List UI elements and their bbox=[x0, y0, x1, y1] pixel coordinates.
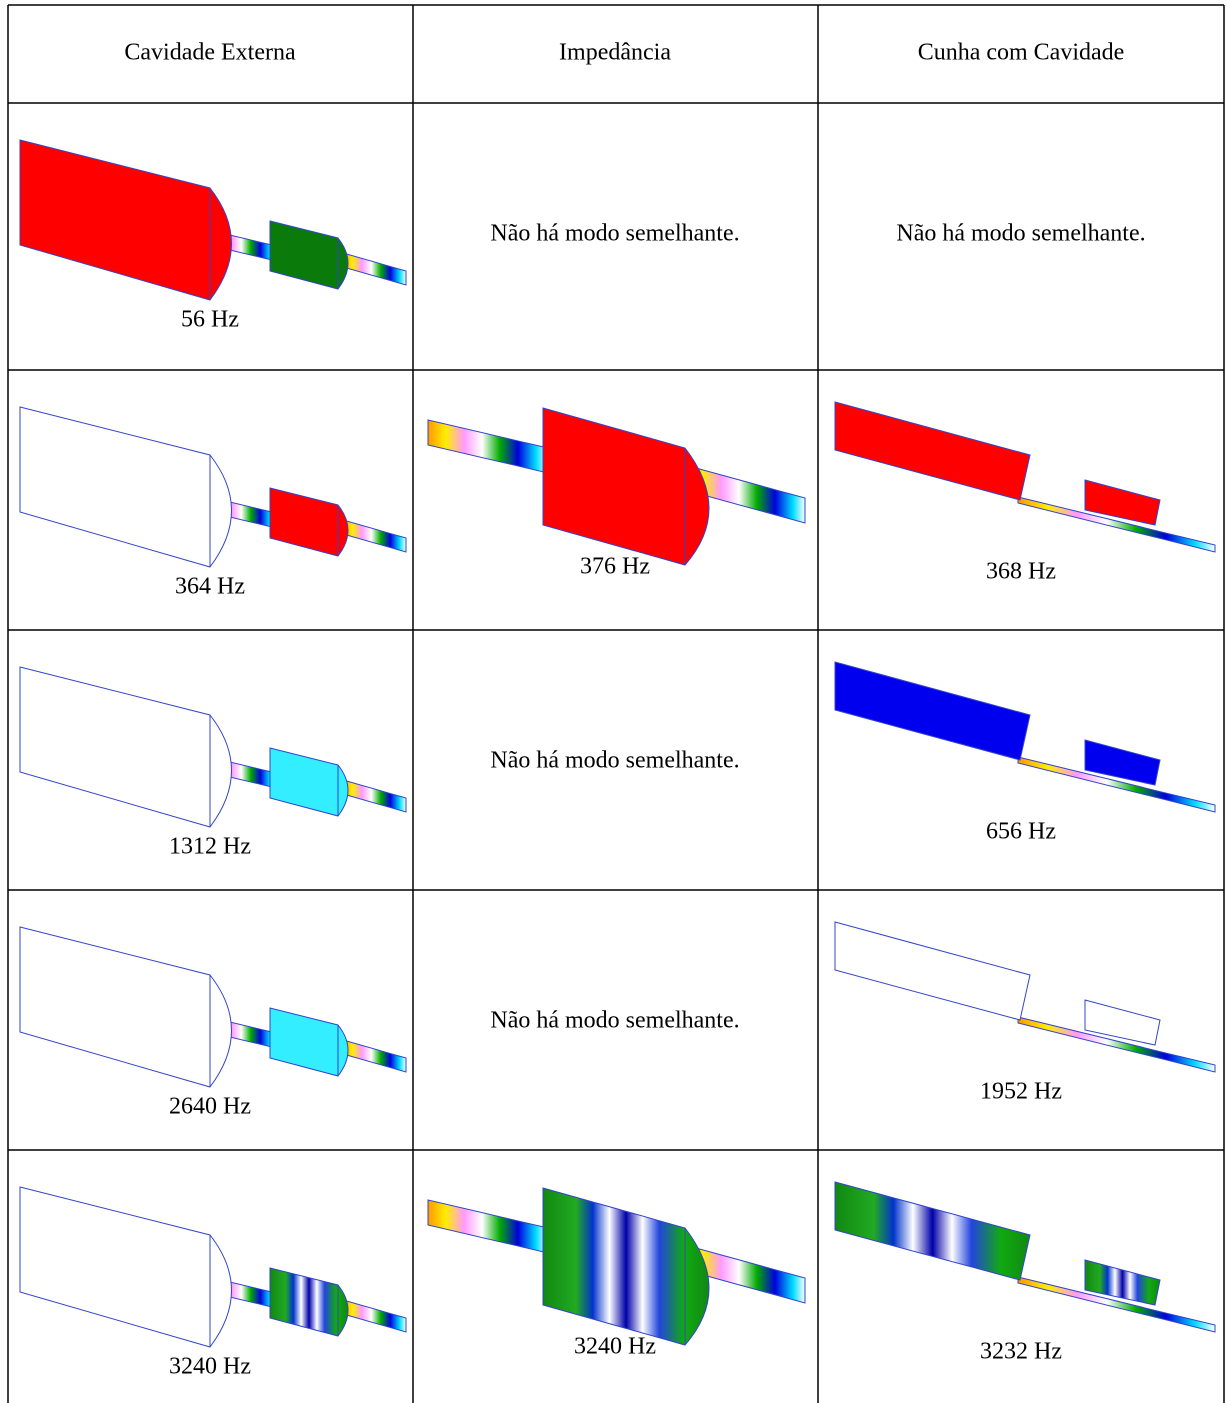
pipe bbox=[428, 420, 548, 473]
mode-shape bbox=[20, 927, 406, 1087]
mode-shape bbox=[835, 662, 1215, 812]
results-table: Cavidade Externa Impedância Cunha com Cavi… bbox=[0, 0, 1226, 1403]
pipe bbox=[343, 1040, 406, 1072]
chamber bbox=[270, 1268, 348, 1336]
chamber bbox=[270, 488, 348, 556]
frequency-label: 3240 Hz bbox=[574, 1334, 656, 1360]
frequency-label: 56 Hz bbox=[181, 307, 239, 333]
frequency-label: 368 Hz bbox=[986, 559, 1056, 585]
no-mode-note: Não há modo semelhante. bbox=[490, 221, 739, 247]
header-cell: Impedância bbox=[559, 40, 671, 66]
pipe bbox=[428, 1200, 548, 1253]
mode-shape bbox=[835, 1182, 1215, 1332]
pipe bbox=[343, 253, 406, 285]
no-mode-note: Não há modo semelhante. bbox=[896, 221, 1145, 247]
frequency-label: 1312 Hz bbox=[169, 834, 251, 860]
chamber bbox=[20, 667, 232, 827]
no-mode-note: Não há modo semelhante. bbox=[490, 1008, 739, 1034]
chamber bbox=[20, 407, 232, 567]
chamber bbox=[543, 1188, 709, 1345]
chamber bbox=[20, 1187, 232, 1347]
chamber bbox=[20, 140, 232, 300]
chamber bbox=[20, 927, 232, 1087]
frequency-label: 3232 Hz bbox=[980, 1339, 1062, 1365]
mode-shape bbox=[20, 140, 406, 300]
wedge bbox=[835, 402, 1030, 500]
frequency-label: 1952 Hz bbox=[980, 1079, 1062, 1105]
mode-shape bbox=[428, 1188, 805, 1345]
mode-shape bbox=[428, 408, 805, 565]
chamber bbox=[270, 748, 348, 816]
chamber bbox=[270, 1008, 348, 1076]
wedge bbox=[835, 662, 1030, 760]
mode-shape bbox=[835, 922, 1215, 1072]
frequency-label: 656 Hz bbox=[986, 819, 1056, 845]
frequency-label: 3240 Hz bbox=[169, 1354, 251, 1380]
header-cell: Cavidade Externa bbox=[124, 40, 296, 66]
chamber bbox=[543, 408, 709, 565]
frequency-label: 376 Hz bbox=[580, 554, 650, 580]
frequency-label: 2640 Hz bbox=[169, 1094, 251, 1120]
mode-shape bbox=[20, 407, 406, 567]
no-mode-note: Não há modo semelhante. bbox=[490, 748, 739, 774]
frequency-label: 364 Hz bbox=[175, 574, 245, 600]
pipe bbox=[343, 1300, 406, 1332]
mode-shape bbox=[835, 402, 1215, 552]
pipe bbox=[343, 780, 406, 812]
header-cell: Cunha com Cavidade bbox=[918, 40, 1125, 66]
chamber bbox=[270, 221, 348, 289]
pipe bbox=[343, 520, 406, 552]
mode-shape bbox=[20, 667, 406, 827]
wedge bbox=[835, 922, 1030, 1020]
wedge bbox=[835, 1182, 1030, 1280]
mode-shape bbox=[20, 1187, 406, 1347]
